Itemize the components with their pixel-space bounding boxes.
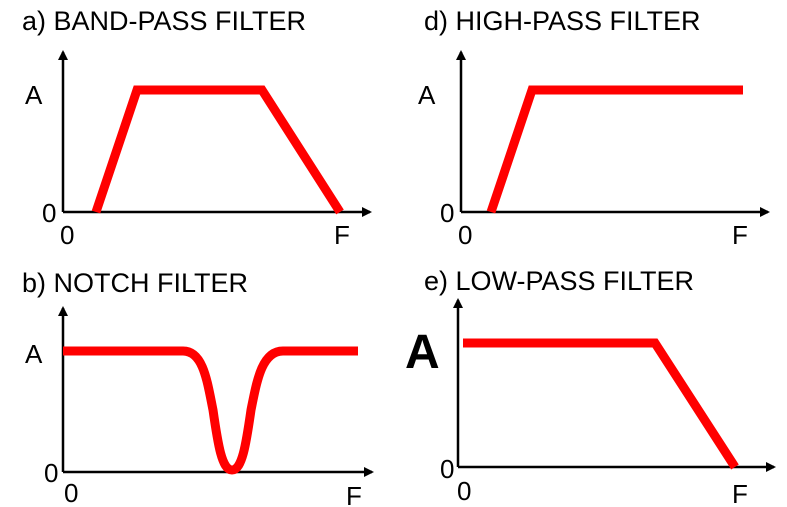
band-pass-curve xyxy=(91,85,344,215)
high-pass-curve xyxy=(486,85,743,214)
band-pass-y-zero: 0 xyxy=(42,198,56,228)
low-pass-y-label: A xyxy=(405,326,440,379)
low-pass-y-zero: 0 xyxy=(440,454,454,484)
low-pass-x-zero: 0 xyxy=(457,476,471,506)
band-pass-x-zero: 0 xyxy=(60,220,74,250)
low-pass-x-label: F xyxy=(732,479,748,507)
low-pass-panel: A 0 0 F xyxy=(405,298,776,507)
notch-y-zero: 0 xyxy=(44,458,58,488)
high-pass-x-label: F xyxy=(732,220,748,250)
band-pass-y-label: A xyxy=(25,80,43,110)
notch-curve xyxy=(63,346,358,475)
notch-panel: A 0 0 F xyxy=(25,306,374,507)
high-pass-title: d) HIGH-PASS FILTER xyxy=(424,6,701,36)
notch-x-zero: 0 xyxy=(64,478,78,507)
band-pass-panel: A 0 0 F xyxy=(25,50,372,250)
high-pass-y-zero: 0 xyxy=(440,198,454,228)
band-pass-x-label: F xyxy=(334,220,350,250)
low-pass-curve xyxy=(463,338,739,470)
low-pass-title: e) LOW-PASS FILTER xyxy=(424,266,695,296)
notch-title: b) NOTCH FILTER xyxy=(22,268,249,298)
notch-x-label: F xyxy=(346,481,362,507)
band-pass-title: a) BAND-PASS FILTER xyxy=(22,6,307,36)
high-pass-x-zero: 0 xyxy=(458,220,472,250)
high-pass-panel: A 0 0 F xyxy=(418,50,770,250)
notch-y-label: A xyxy=(25,339,43,369)
high-pass-y-label: A xyxy=(418,80,436,110)
